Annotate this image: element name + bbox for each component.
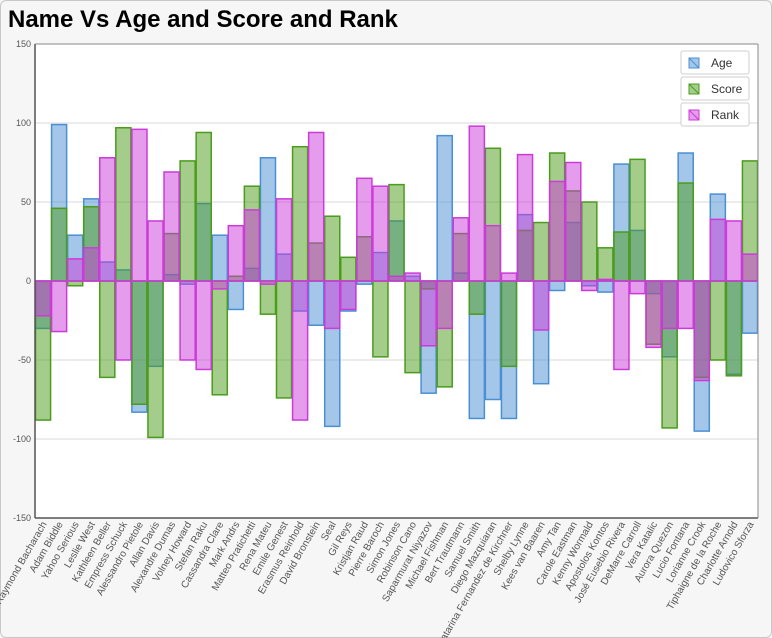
bar-rank <box>356 177 373 282</box>
bar-rank <box>275 198 293 282</box>
bar-rank <box>693 280 711 382</box>
bar-rank <box>548 180 566 282</box>
bar-rank <box>484 224 502 282</box>
bar-rank <box>404 272 421 282</box>
y-tick-label: 50 <box>21 197 31 207</box>
bar-rank <box>50 280 68 333</box>
legend-swatch-mark <box>688 57 700 69</box>
bar-score <box>340 256 357 282</box>
bar-rank <box>259 280 277 285</box>
bar-score <box>323 215 341 282</box>
bar-rank <box>452 217 470 282</box>
bar-score <box>629 158 646 282</box>
bar-rank <box>340 280 357 311</box>
bar-rank <box>179 280 196 361</box>
bar-rank <box>661 280 678 330</box>
bar-rank <box>420 280 437 347</box>
y-tick-label: 0 <box>26 276 31 286</box>
y-tick-label: 100 <box>16 118 31 128</box>
bar-score <box>677 182 694 282</box>
bar-rank <box>709 218 727 282</box>
bar-rank <box>564 161 582 282</box>
bar-rank <box>291 280 309 421</box>
bar-rank <box>613 280 630 371</box>
y-tick-label: 150 <box>16 39 31 49</box>
bar-rank <box>581 280 598 292</box>
bar-age <box>741 280 759 334</box>
bar-score <box>404 280 421 374</box>
bar-score <box>179 160 196 282</box>
y-tick-label: -150 <box>13 513 31 523</box>
bar-score <box>291 145 309 282</box>
bar-score <box>532 221 550 282</box>
bar-score <box>500 280 518 368</box>
bar-rank <box>195 280 212 371</box>
bar-rank <box>99 157 116 282</box>
bar-score <box>275 280 293 399</box>
bar-rank <box>82 247 100 282</box>
bar-rank <box>436 280 453 330</box>
bar-score <box>115 126 132 282</box>
bar-rank <box>629 280 646 295</box>
bar-age <box>548 280 566 292</box>
bar-score <box>211 280 229 396</box>
legend-swatch-mark <box>688 109 700 121</box>
bar-age <box>484 280 502 401</box>
bar-rank <box>323 280 341 330</box>
bar-score <box>99 280 116 379</box>
bar-score <box>709 280 727 361</box>
y-tick-label: -50 <box>18 355 31 365</box>
bar-rank <box>211 280 229 290</box>
bar-rank <box>645 280 662 349</box>
bar-score <box>372 280 389 358</box>
bar-rank <box>227 224 245 282</box>
bar-age <box>436 134 453 282</box>
bar-rank <box>388 275 405 282</box>
bar-rank <box>468 125 486 282</box>
bar-rank <box>243 209 261 282</box>
bar-score <box>50 207 68 282</box>
legend-label-score: Score <box>711 82 743 96</box>
bar-rank <box>115 280 132 361</box>
bar-score <box>725 280 743 377</box>
bar-score <box>581 201 598 282</box>
bar-score <box>468 280 486 315</box>
bar-score <box>195 131 212 282</box>
bar-rank <box>147 220 164 282</box>
bar-age <box>307 280 325 326</box>
bar-score <box>597 247 614 282</box>
legend-label-rank: Rank <box>711 108 740 122</box>
bar-score <box>613 231 630 282</box>
legend-swatch-mark <box>688 83 700 95</box>
bar-age <box>211 234 229 282</box>
legend-label-age: Age <box>711 56 733 70</box>
bar-rank <box>741 253 759 282</box>
y-tick-label: -100 <box>13 434 31 444</box>
bar-rank <box>66 258 84 282</box>
bar-score <box>147 280 164 439</box>
bar-rank <box>597 278 614 282</box>
bar-score <box>388 183 405 282</box>
bar-score <box>131 280 148 405</box>
bar-rank <box>34 280 52 317</box>
bar-rank <box>532 280 550 331</box>
bar-rank <box>131 128 148 282</box>
bar-rank <box>725 220 743 282</box>
bar-rank <box>163 171 180 282</box>
bar-score <box>259 280 277 315</box>
bar-age <box>259 157 277 282</box>
bar-rank <box>307 131 325 282</box>
bar-age <box>597 280 614 293</box>
bar-rank <box>500 272 518 282</box>
chart-title: Name Vs Age and Score and Rank <box>8 6 398 33</box>
bar-rank <box>677 280 694 330</box>
bar-rank <box>516 153 534 282</box>
bar-rank <box>372 185 389 282</box>
bar-age <box>227 280 245 311</box>
